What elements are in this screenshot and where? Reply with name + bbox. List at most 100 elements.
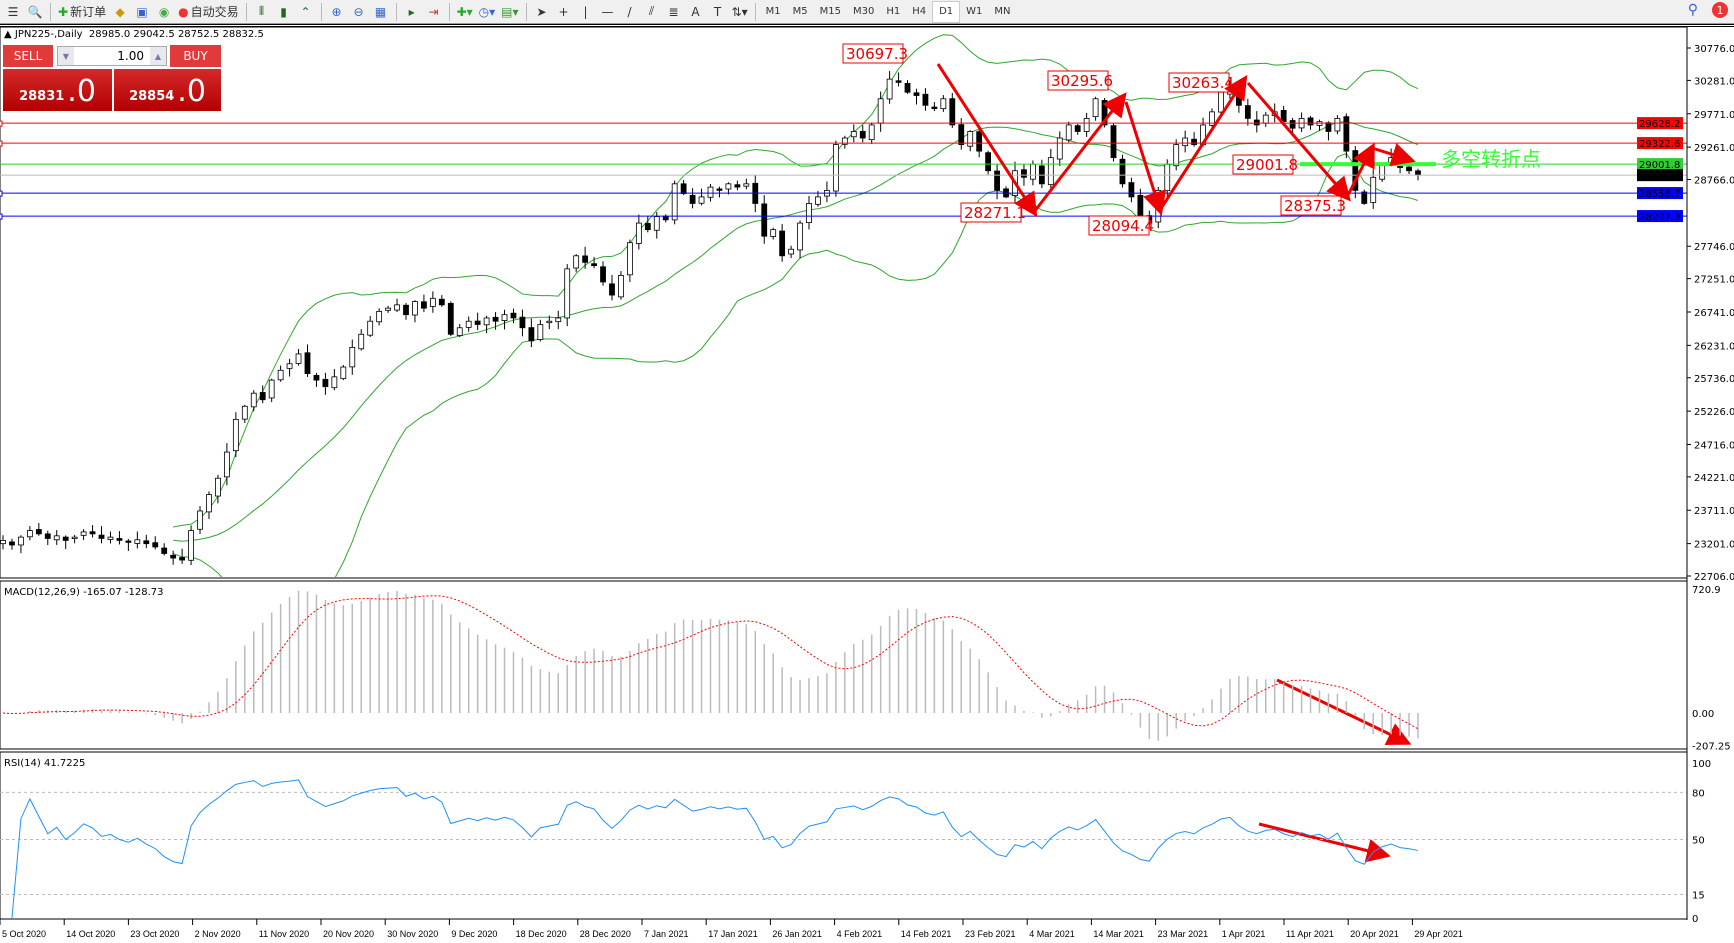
candle-bull xyxy=(197,510,203,530)
timeframe-m1[interactable]: M1 xyxy=(765,6,781,17)
trend-arrow xyxy=(1032,92,1127,213)
sell-price-button[interactable]: 28831.0 xyxy=(3,69,112,111)
text-icon[interactable]: A xyxy=(691,4,700,19)
candle-bull xyxy=(1056,137,1063,160)
separator xyxy=(395,2,397,21)
search-icon[interactable]: ⚲ xyxy=(1687,2,1698,18)
menu-icon[interactable]: ☰ xyxy=(7,4,19,19)
lot-size-field[interactable]: ▼ 1.00 ▲ xyxy=(57,46,167,66)
candle-bear xyxy=(761,203,768,237)
trend-arrow xyxy=(1371,143,1416,167)
candle-bear xyxy=(179,557,186,561)
candle-bull xyxy=(358,333,365,350)
auto-scroll-icon[interactable]: ▸ xyxy=(408,4,415,19)
trend-arrow xyxy=(1246,82,1351,202)
sell-button[interactable]: SELL xyxy=(3,45,53,67)
fibonacci-icon[interactable]: ≣ xyxy=(668,4,679,19)
candle-bull xyxy=(564,268,571,319)
timeframe-m15[interactable]: M15 xyxy=(819,6,841,17)
timeframe-w1[interactable]: W1 xyxy=(966,6,983,17)
bar-chart-icon[interactable]: ⫴ xyxy=(259,4,265,18)
equidistant-channel-icon[interactable]: ⫽ xyxy=(648,4,655,18)
rsi-tick-label: 80 xyxy=(1692,788,1705,799)
text-label-icon[interactable]: T xyxy=(713,4,722,19)
annotation-box xyxy=(1232,154,1294,175)
candle-bull xyxy=(465,320,472,328)
cursor-icon[interactable]: ➤ xyxy=(536,4,547,19)
trend-arrow xyxy=(1124,101,1167,216)
candle-bull xyxy=(250,392,257,408)
candle-bull xyxy=(241,405,248,420)
date-tick-label: 17 Jan 2021 xyxy=(708,929,758,939)
chart-shift-icon[interactable]: ⇥ xyxy=(428,4,439,19)
zoom-window-icon[interactable]: 🔍 xyxy=(27,4,43,19)
level-price-tag xyxy=(1637,169,1683,182)
candle-bull xyxy=(886,78,893,100)
annotation-label: 28271.1 xyxy=(964,204,1026,222)
line-chart-icon[interactable]: ⌃ xyxy=(300,4,311,19)
terminal-icon[interactable]: ▣ xyxy=(136,4,148,19)
buy-price-button[interactable]: 28854.0 xyxy=(114,69,221,111)
candle-bull xyxy=(1030,163,1036,180)
candle-bull xyxy=(501,314,508,321)
candle-bear xyxy=(403,304,409,316)
timeframe-d1[interactable]: D1 xyxy=(932,0,961,23)
candle-bull xyxy=(770,229,777,237)
tile-windows-icon[interactable]: ▦ xyxy=(374,4,387,19)
candle-bear xyxy=(1110,125,1117,159)
candle-bear xyxy=(680,183,687,195)
candle-bull xyxy=(626,242,633,276)
price-tick-label: 24716.0 xyxy=(1694,440,1734,451)
candle-bear xyxy=(447,302,454,335)
timeframe-m30[interactable]: M30 xyxy=(852,6,875,17)
vertical-line-icon[interactable]: | xyxy=(583,4,588,19)
candle-bull xyxy=(1209,111,1215,126)
level-price-tag xyxy=(1637,187,1683,200)
date-tick-label: 11 Nov 2020 xyxy=(259,929,309,939)
navigator-icon[interactable]: ◆ xyxy=(115,4,125,19)
candle-bear xyxy=(1119,158,1126,185)
date-tick-label: 20 Nov 2020 xyxy=(323,929,374,939)
candle-bull xyxy=(788,248,795,255)
timeframe-h4[interactable]: H4 xyxy=(912,6,927,17)
date-tick-label: 14 Feb 2021 xyxy=(901,929,952,939)
auto-trading-button[interactable]: ● 自动交易 xyxy=(175,1,242,23)
timeframe-bar: M1 M5 M15 M30 H1 H4 D1 W1 MN xyxy=(760,0,1017,23)
notification-badge[interactable]: 1 xyxy=(1712,2,1728,18)
timeframe-m5[interactable]: M5 xyxy=(792,6,808,17)
periods-icon[interactable]: ◷▾ xyxy=(478,4,496,19)
candle-bear xyxy=(913,92,920,96)
zoom-out-icon[interactable]: ⊖ xyxy=(353,4,364,19)
indicators-icon[interactable]: ✚▾ xyxy=(456,4,473,19)
candle-bull xyxy=(71,536,78,539)
timeframe-h1[interactable]: H1 xyxy=(886,6,901,17)
signals-icon[interactable]: ◉ xyxy=(158,4,170,19)
price-tick-label: 23201.0 xyxy=(1694,540,1734,551)
candlestick-icon[interactable]: ▮ xyxy=(280,4,287,19)
horizontal-line-icon[interactable]: — xyxy=(601,4,614,19)
timeframe-mn[interactable]: MN xyxy=(994,6,1011,17)
candle-bear xyxy=(152,542,159,548)
candle-bear xyxy=(170,554,177,559)
lot-increase-icon[interactable]: ▲ xyxy=(150,47,166,65)
lot-value[interactable]: 1.00 xyxy=(117,49,144,63)
price-tick-label: 26741.0 xyxy=(1694,308,1734,319)
auto-trading-icon: ● xyxy=(178,4,189,19)
candle-bull xyxy=(555,317,562,323)
trendline-icon[interactable]: / xyxy=(627,4,632,19)
arrows-icon[interactable]: ⇅▾ xyxy=(731,4,748,19)
candle-bear xyxy=(662,215,669,221)
templates-icon[interactable]: ▤▾ xyxy=(501,4,519,19)
bollinger-upper xyxy=(173,34,1419,528)
price-tick-label: 25226.0 xyxy=(1694,407,1734,418)
new-order-button[interactable]: ✚ 新订单 xyxy=(55,1,109,23)
crosshair-icon[interactable]: + xyxy=(558,4,569,19)
ohlc-values: 28985.0 29042.5 28752.5 28832.5 xyxy=(88,29,264,40)
candle-bear xyxy=(985,152,992,172)
candle-bear xyxy=(734,184,741,188)
lot-decrease-icon[interactable]: ▼ xyxy=(58,47,74,65)
buy-button[interactable]: BUY xyxy=(170,45,221,67)
zoom-in-icon[interactable]: ⊕ xyxy=(331,4,342,19)
bollinger-lower xyxy=(172,152,1419,577)
